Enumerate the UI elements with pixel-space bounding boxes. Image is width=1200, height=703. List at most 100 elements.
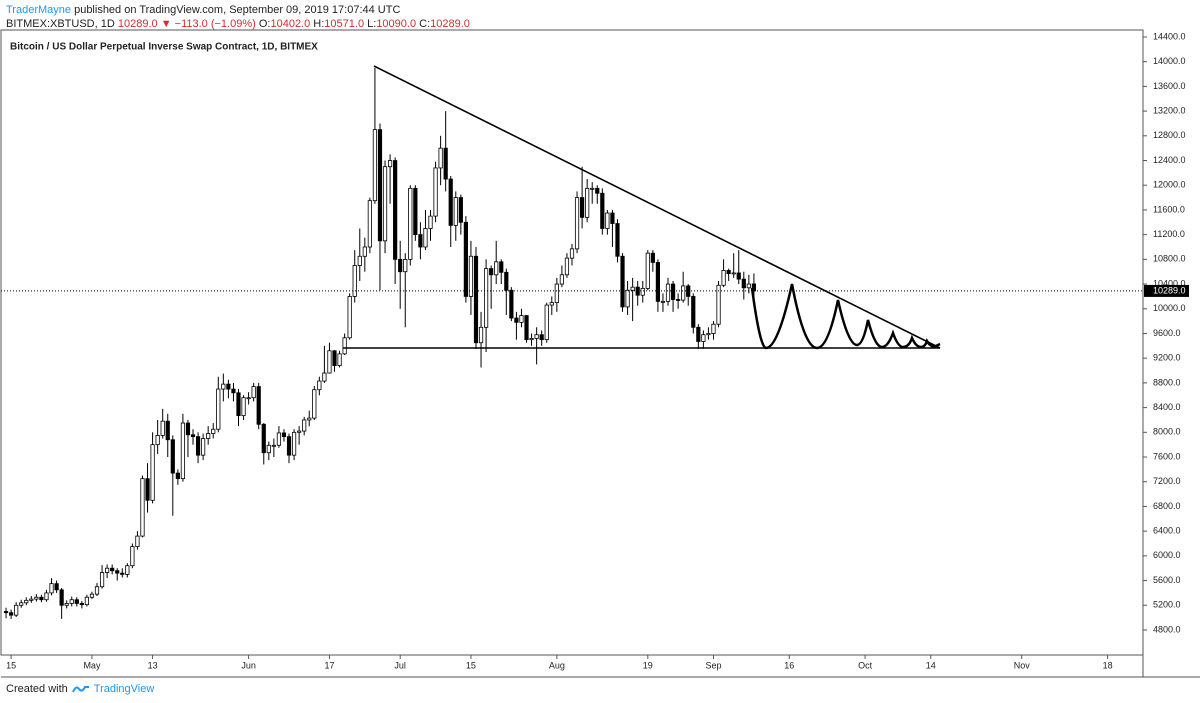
candle-body (433, 167, 438, 217)
candle-body (665, 283, 671, 302)
arrow: ▼ (160, 18, 172, 30)
candle-body (398, 258, 403, 273)
x-tick-label: Aug (549, 660, 565, 670)
y-tick-label: 10000.0 (1153, 303, 1186, 313)
candle-body (681, 285, 686, 301)
candle-body (94, 586, 100, 595)
author[interactable]: TraderMayne (6, 4, 72, 16)
candle-body (231, 388, 236, 394)
candle-body (317, 380, 322, 391)
x-tick-label: Nov (1014, 660, 1031, 670)
candle-body (625, 289, 630, 308)
candle-body (347, 296, 352, 339)
candle-body (89, 593, 95, 598)
candle-body (99, 572, 105, 588)
y-tick-label: 7200.0 (1153, 476, 1181, 486)
y-tick-label: 14400.0 (1153, 31, 1186, 41)
candle-body (190, 434, 196, 438)
y-tick-label: 6800.0 (1153, 501, 1181, 511)
x-tick-label: Jun (241, 660, 256, 670)
ohlc-label: O: (258, 18, 271, 30)
candle-body (286, 436, 292, 456)
candle-body (716, 284, 721, 325)
candle-body (266, 444, 271, 454)
candle-body (291, 431, 297, 456)
y-tick-label: 5600.0 (1153, 575, 1181, 585)
candle-body (39, 596, 44, 601)
candle-body (660, 300, 666, 303)
candle-body (408, 187, 413, 260)
x-tick-label: 15 (6, 660, 16, 670)
candle-body (251, 386, 256, 399)
candle-body (473, 255, 479, 344)
candle-body (549, 302, 554, 306)
candle-body (226, 383, 231, 390)
candle-body (115, 570, 120, 574)
candle-body (24, 599, 29, 604)
candle-body (458, 197, 463, 223)
candle-body (297, 430, 302, 433)
candle-body (605, 212, 610, 229)
candle-body (564, 257, 570, 276)
ohlc-value: 10571.0 (324, 18, 365, 30)
candle-body (413, 187, 418, 236)
candle-body (84, 596, 90, 606)
candle-body (696, 326, 701, 342)
candle-body (342, 337, 347, 355)
candle-body (281, 432, 287, 438)
x-tick-label: May (83, 660, 101, 670)
footer: Created with TradingView (6, 683, 154, 695)
candle-body (377, 129, 383, 242)
candle-body (367, 200, 372, 248)
ohlc-label: L: (367, 18, 377, 30)
candle-body (49, 583, 54, 594)
candle-body (670, 283, 676, 300)
x-tick-label: 14 (926, 660, 936, 670)
candle-body (676, 299, 681, 301)
candle-body (352, 265, 357, 297)
candle-body (256, 386, 261, 425)
candle-body (569, 248, 575, 259)
y-tick-label: 12400.0 (1153, 155, 1186, 165)
candle-body (620, 255, 625, 308)
candle-body (312, 389, 317, 419)
x-tick-label: 16 (784, 660, 794, 670)
y-tick-label: 13600.0 (1153, 81, 1186, 91)
y-tick-label: 6400.0 (1153, 526, 1181, 536)
x-tick-label: Sep (705, 660, 721, 670)
symbol: BITMEX:XBTUSD, 1D (6, 18, 115, 30)
candle-body (711, 323, 716, 334)
projection-wave (750, 283, 941, 350)
plot-frame (0, 29, 1144, 656)
candle-body (110, 567, 115, 572)
y-tick-label: 9200.0 (1153, 353, 1181, 363)
y-tick-label: 10400.0 (1153, 278, 1186, 288)
candle-body (332, 350, 337, 367)
candle-body (468, 255, 474, 297)
candle-body (170, 439, 175, 474)
candle-body (610, 212, 615, 224)
x-tick-label: 17 (324, 660, 334, 670)
candle-body (448, 178, 453, 226)
candle-body (9, 612, 14, 616)
x-tick-label: 15 (466, 660, 476, 670)
y-tick-label: 8800.0 (1153, 377, 1181, 387)
candle-body (211, 428, 216, 434)
candle-body (64, 603, 69, 606)
candle-body (554, 283, 559, 303)
header-line: TraderMayne published on TradingView.com… (6, 3, 470, 17)
brand[interactable]: TradingView (93, 683, 155, 695)
candle-body (246, 397, 251, 400)
x-tick-label: 18 (1103, 660, 1113, 670)
candle-body (574, 197, 580, 250)
candle-body (746, 283, 751, 289)
candle-body (559, 274, 564, 285)
candle-body (175, 472, 180, 480)
candle-body (483, 268, 489, 328)
candle-body (443, 147, 448, 180)
logo (71, 686, 89, 693)
candle-body (59, 589, 64, 606)
candle-body (135, 535, 140, 547)
chart: Bitcoin / US Dollar Perpetual Inverse Sw… (0, 29, 1200, 678)
